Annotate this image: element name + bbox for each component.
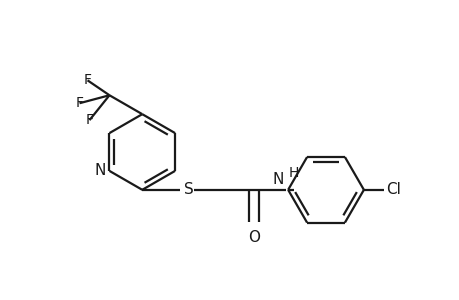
Text: O: O bbox=[247, 230, 259, 245]
Text: F: F bbox=[84, 73, 91, 87]
Text: S: S bbox=[184, 182, 193, 197]
Text: H: H bbox=[288, 166, 298, 180]
Text: F: F bbox=[75, 96, 84, 110]
Text: Cl: Cl bbox=[385, 182, 400, 197]
Text: F: F bbox=[85, 113, 93, 127]
Text: N: N bbox=[94, 164, 105, 178]
Text: N: N bbox=[272, 172, 284, 187]
